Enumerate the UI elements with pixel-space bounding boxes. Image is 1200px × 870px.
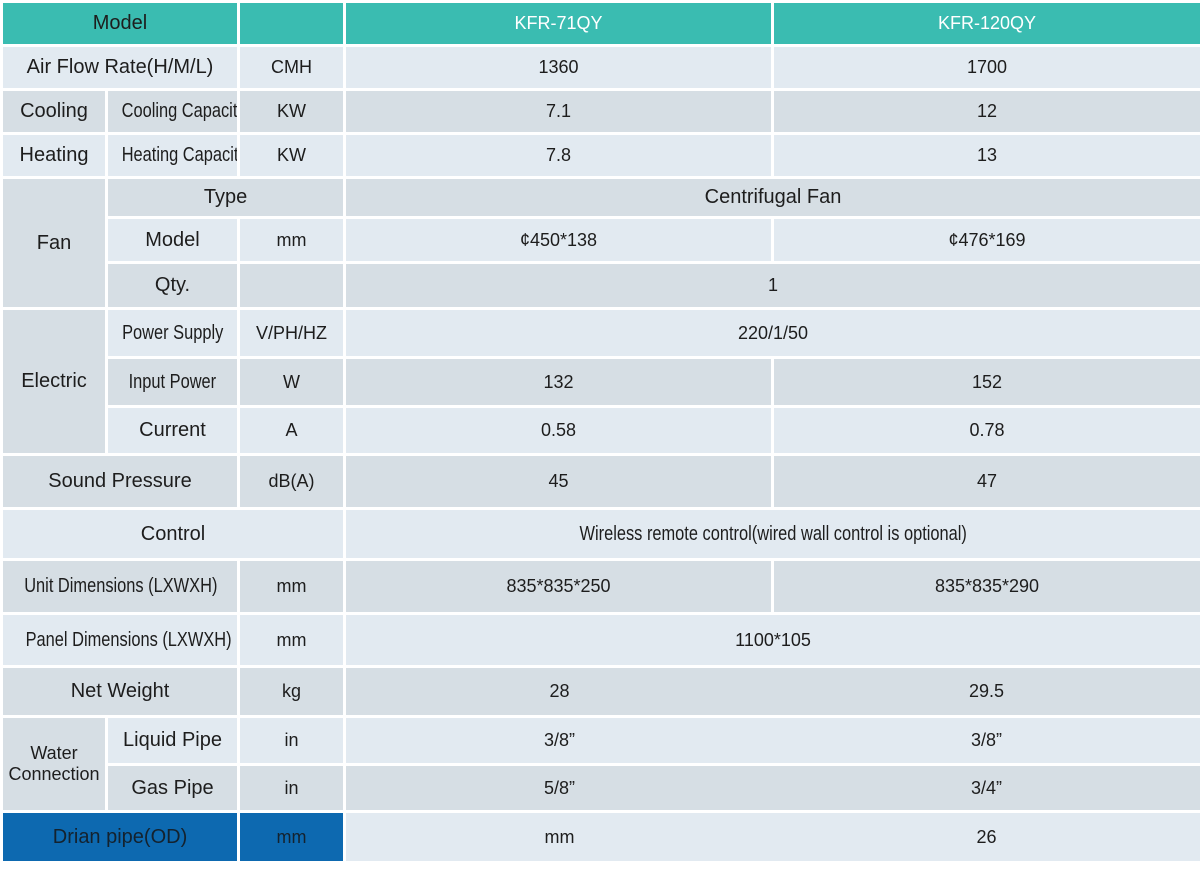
power-supply-label: Power Supply: [104, 307, 241, 359]
drain-pipe-value-1: mm: [544, 826, 575, 847]
current-value-2: 0.78: [771, 405, 1200, 456]
unit-dimensions-unit: mm: [237, 558, 347, 615]
electric-group-label: Electric: [0, 307, 108, 456]
fan-type-label: Type: [104, 176, 347, 219]
fan-model-label: Model: [104, 216, 241, 264]
fan-model-value-2: ¢476*169: [771, 216, 1200, 264]
sound-pressure-unit: dB(A): [237, 453, 347, 510]
gas-pipe-values: 5/8” 3/4”: [343, 763, 1200, 813]
cooling-group-label: Cooling: [0, 88, 108, 135]
panel-dimensions-text: Panel Dimensions (LXWXH): [25, 628, 232, 651]
cooling-value-2: 12: [771, 88, 1200, 135]
panel-dimensions-value: 1100*105: [343, 612, 1200, 668]
fan-type-value: Centrifugal Fan: [343, 176, 1200, 219]
gas-pipe-value-2: 3/4”: [971, 777, 1003, 798]
sound-pressure-value-2: 47: [771, 453, 1200, 510]
control-label: Control: [0, 507, 347, 561]
net-weight-value-1: 28: [549, 681, 570, 702]
input-power-value-2: 152: [771, 356, 1200, 408]
input-power-unit: W: [237, 356, 347, 408]
input-power-value-1: 132: [343, 356, 775, 408]
fan-qty-label: Qty.: [104, 261, 241, 310]
gas-pipe-label: Gas Pipe: [104, 763, 241, 813]
drain-pipe-label: Drian pipe(OD): [0, 810, 241, 864]
drain-pipe-unit: mm: [237, 810, 347, 864]
current-label: Current: [104, 405, 241, 456]
heating-group-label: Heating: [0, 132, 108, 179]
drain-pipe-value-2: 26: [976, 826, 997, 847]
unit-dimensions-text: Unit Dimensions (LXWXH): [24, 575, 218, 597]
power-supply-value: 220/1/50: [343, 307, 1200, 359]
current-value-1: 0.58: [343, 405, 775, 456]
net-weight-values: 28 29.5: [343, 665, 1200, 718]
fan-model-unit: mm: [237, 216, 347, 264]
power-supply-text: Power Supply: [121, 321, 224, 344]
heating-capacity-label: Heating Capacity: [104, 132, 241, 179]
sound-pressure-value-1: 45: [343, 453, 775, 510]
air-flow-label: Air Flow Rate(H/M/L): [0, 44, 241, 91]
heating-value-1: 7.8: [343, 132, 775, 179]
header-unit-cell: [237, 0, 347, 47]
heating-unit: KW: [237, 132, 347, 179]
power-supply-unit: V/PH/HZ: [237, 307, 347, 359]
current-unit: A: [237, 405, 347, 456]
liquid-pipe-values: 3/8” 3/8”: [343, 715, 1200, 766]
panel-dimensions-label: Panel Dimensions (LXWXH): [0, 612, 241, 668]
control-value-text: Wireless remote control(wired wall contr…: [579, 522, 967, 545]
cooling-capacity-text: Cooling Capacity: [121, 100, 239, 122]
input-power-text: Input Power: [128, 370, 217, 393]
cooling-capacity-label: Cooling Capacity: [104, 88, 241, 135]
air-flow-value-1: 1360: [343, 44, 775, 91]
unit-dimensions-value-2: 835*835*290: [771, 558, 1200, 615]
air-flow-unit: CMH: [237, 44, 347, 91]
liquid-pipe-value-1: 3/8”: [544, 730, 576, 751]
water-connection-group-label: Water Connection: [0, 715, 108, 813]
liquid-pipe-unit: in: [237, 715, 347, 766]
header-product-1: KFR-71QY: [343, 0, 775, 47]
gas-pipe-unit: in: [237, 763, 347, 813]
fan-qty-unit-cell: [237, 261, 347, 310]
drain-pipe-values: mm 26: [343, 810, 1200, 864]
heating-capacity-text: Heating Capacity: [121, 144, 239, 166]
net-weight-unit: kg: [237, 665, 347, 718]
unit-dimensions-value-1: 835*835*250: [343, 558, 775, 615]
heating-value-2: 13: [771, 132, 1200, 179]
header-product-2: KFR-120QY: [771, 0, 1200, 47]
header-model-cell: Model: [0, 0, 241, 47]
cooling-unit: KW: [237, 88, 347, 135]
liquid-pipe-value-2: 3/8”: [971, 730, 1003, 751]
net-weight-label: Net Weight: [0, 665, 241, 718]
cooling-value-1: 7.1: [343, 88, 775, 135]
air-flow-value-2: 1700: [771, 44, 1200, 91]
control-value: Wireless remote control(wired wall contr…: [343, 507, 1200, 561]
sound-pressure-label: Sound Pressure: [0, 453, 241, 510]
net-weight-value-2: 29.5: [968, 681, 1005, 702]
fan-model-value-1: ¢450*138: [343, 216, 775, 264]
input-power-label: Input Power: [104, 356, 241, 408]
fan-group-label: Fan: [0, 176, 108, 310]
unit-dimensions-label: Unit Dimensions (LXWXH): [0, 558, 241, 615]
gas-pipe-value-1: 5/8”: [544, 777, 576, 798]
fan-qty-value: 1: [343, 261, 1200, 310]
panel-dimensions-unit: mm: [237, 612, 347, 668]
liquid-pipe-label: Liquid Pipe: [104, 715, 241, 766]
